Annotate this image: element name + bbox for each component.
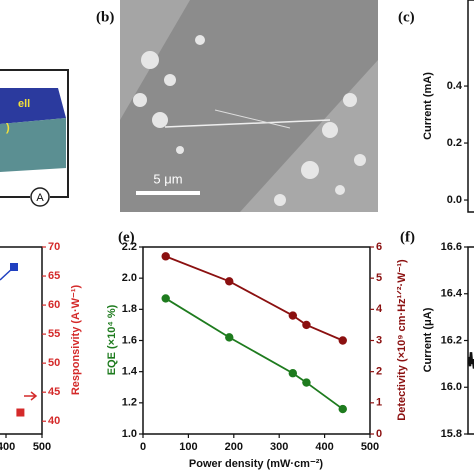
y2-tick-label: 5 [376,272,382,284]
y2-tick-label: 70 [48,241,60,253]
y-tick-label: 0.0 [447,194,462,206]
y2-tick-label: 55 [48,328,60,340]
sem-image: 5 μm [120,0,378,212]
point [288,369,298,378]
point [225,277,234,286]
blue-trace-marker [10,263,18,271]
y-tick-label: 0.2 [447,137,462,149]
y-tick-label: 15.8 [441,428,462,440]
y-tick-label: 1.6 [122,334,137,346]
y-tick-label: 1.2 [122,397,137,409]
y2-tick-label: 3 [376,334,382,346]
ammeter-label: A [36,192,44,204]
series-line [165,255,344,342]
substrate [0,118,66,172]
point [338,404,347,414]
panel-label: (b) [96,9,114,25]
y-tick-label: 2.0 [122,272,137,284]
panel-label: (c) [398,9,415,25]
electrode-layer [0,88,66,124]
x-axis-title: Power density (mW·cm⁻²) [189,458,323,470]
x-tick-label: 500 [33,441,51,453]
x-tick-label: 300 [270,441,288,453]
point [161,294,170,303]
y-tick-label: 16.0 [441,381,462,393]
schematic: ell ) A [0,69,69,207]
plot-frame [467,0,474,213]
point [288,311,298,320]
panel-label: (f) [400,229,415,245]
point [338,336,347,345]
y2-tick-label: 60 [48,299,60,311]
y2-tick-label: 6 [376,241,382,253]
x-tick-label: 200 [225,441,243,453]
y-tick-label: 0.4 [447,80,463,92]
plot-frame [467,246,474,435]
schematic-label: ell [18,98,30,110]
y2-tick-label: 2 [376,366,382,378]
y2-tick-label: 4 [376,303,383,315]
point [161,252,170,261]
y-tick-label: 16.4 [441,288,463,300]
y2-tick-label: 50 [48,357,60,369]
y-axis-title: Current (μA) [422,307,434,372]
circuit-wire [0,69,69,198]
x-tick-label: 400 [315,441,333,453]
y-tick-label: 1.0 [122,428,137,440]
series-line [467,352,474,369]
point [302,378,311,387]
x-tick-label: 500 [361,441,379,453]
y-axis-title: EQE (×10⁴ %) [106,304,118,375]
schematic-label: ) [6,122,10,134]
y2-tick-label: 45 [48,386,60,398]
axis-arrow [24,391,38,401]
point [302,320,311,330]
y-tick-label: 2.2 [122,241,137,253]
y2-axis-title: Detectivity (×10⁹ cm·Hz¹ᐟ²·W⁻¹) [396,259,408,421]
y2-tick-label: 1 [376,397,382,409]
x-tick-label: 400 [0,441,15,453]
series-line [165,297,344,410]
y-tick-label: 16.6 [441,241,462,253]
scale-bar-label: 5 μm [153,171,182,186]
point [16,408,25,417]
y-tick-label: 1.4 [122,366,138,378]
y-tick-label: 16.2 [441,334,462,346]
y2-axis-title: Responsivity (A·W⁻¹) [70,285,82,396]
ammeter [30,187,50,207]
y2-tick-label: 0 [376,428,382,440]
x-tick-label: 100 [179,441,197,453]
y-tick-label: 1.8 [122,303,137,315]
y2-tick-label: 40 [48,415,60,427]
panel-label: (e) [118,229,135,245]
plot-frame [142,246,371,435]
plot-frame [0,246,43,435]
y-axis-title: Current (mA) [422,72,434,140]
point [225,333,234,342]
x-tick-label: 0 [140,441,146,453]
y2-tick-label: 65 [48,270,60,282]
